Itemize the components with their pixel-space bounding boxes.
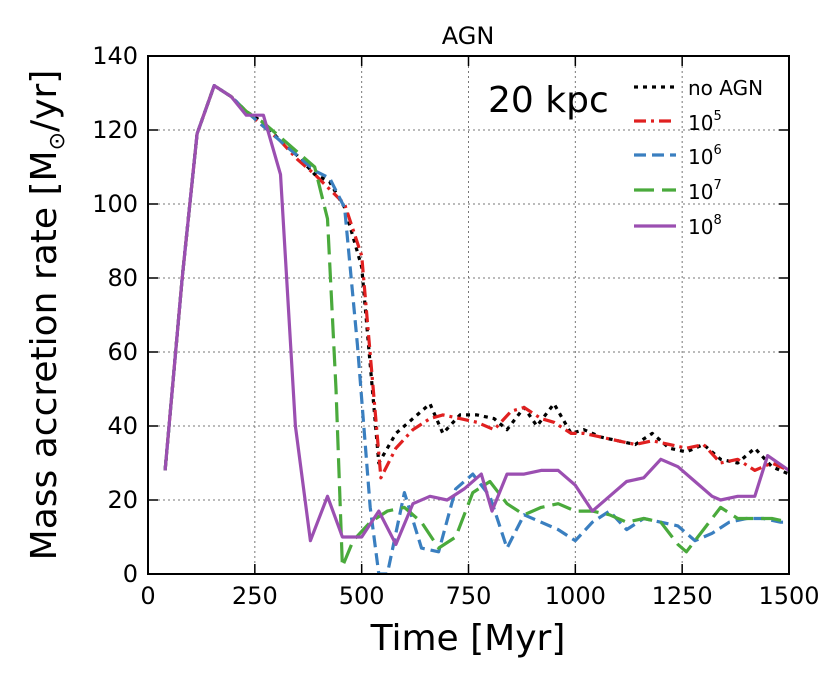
x-tick-label: 250 <box>232 582 278 610</box>
legend-label-1e7-base: 10 <box>688 180 713 204</box>
annotation-20kpc: 20 kpc <box>488 80 609 121</box>
legend-label-1e8-exp: 8 <box>713 213 721 228</box>
legend-label-1e5-exp: 5 <box>713 109 721 124</box>
y-tick-label: 100 <box>92 190 138 218</box>
legend-label-1e8-base: 10 <box>688 215 713 239</box>
y-tick-label: 120 <box>92 116 138 144</box>
legend-label-no-agn: no AGN <box>688 76 763 100</box>
y-tick-label: 80 <box>107 264 138 292</box>
legend-label-1e5: 105 <box>688 109 722 135</box>
x-tick-label: 1500 <box>758 582 819 610</box>
series-lines <box>163 83 789 574</box>
y-tick-label: 60 <box>107 338 138 366</box>
axis-ticks: 0 250 500 750 1000 1250 1500 0 20 40 60 80 100 120 140 <box>92 42 819 610</box>
legend-label-1e6-base: 10 <box>688 145 713 169</box>
x-tick-label: 500 <box>339 582 385 610</box>
legend-label-1e5-base: 10 <box>688 111 713 135</box>
y-tick-label: 0 <box>123 560 138 588</box>
legend-label-1e7-exp: 7 <box>713 178 721 193</box>
y-axis-label-unit: /yr] <box>24 70 65 132</box>
series-line-1e7 <box>163 83 789 569</box>
x-tick-label: 1250 <box>652 582 713 610</box>
legend-label-1e8: 108 <box>688 213 722 239</box>
x-axis-label: Time [Myr] <box>370 618 566 659</box>
y-axis-label-main: Mass accretion rate [M <box>24 150 65 560</box>
x-tick-label: 750 <box>446 582 492 610</box>
legend: no AGN 105 106 107 108 <box>634 76 763 239</box>
y-tick-label: 20 <box>107 486 138 514</box>
x-tick-label: 0 <box>140 582 155 610</box>
y-tick-label: 40 <box>107 412 138 440</box>
y-axis-label-sun-symbol: ⊙ <box>45 132 70 150</box>
series-line-1e8 <box>163 83 789 547</box>
series-group <box>163 83 789 574</box>
legend-label-1e6-exp: 6 <box>713 143 721 158</box>
y-tick-label: 140 <box>92 42 138 70</box>
y-axis-label: Mass accretion rate [M⊙/yr] <box>24 70 70 561</box>
chart-title: AGN <box>442 22 495 50</box>
legend-label-1e6: 106 <box>688 143 722 169</box>
legend-label-1e7: 107 <box>688 178 722 204</box>
x-tick-label: 1000 <box>545 582 606 610</box>
